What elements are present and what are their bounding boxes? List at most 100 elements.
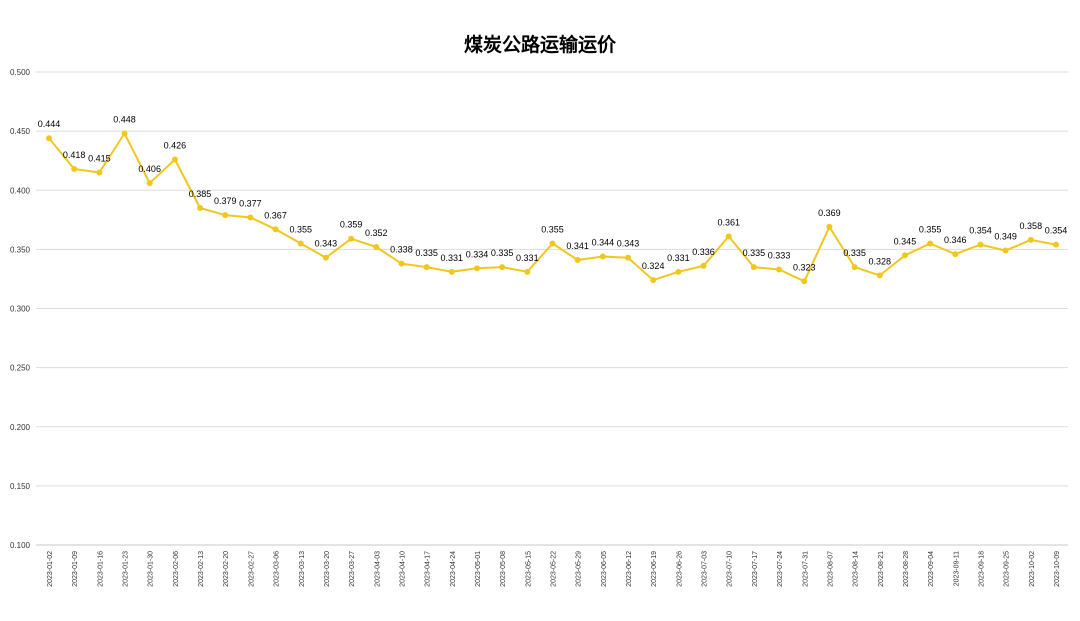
x-tick-label: 2023-08-21 xyxy=(878,551,885,587)
x-tick-label: 2023-07-31 xyxy=(802,551,809,587)
data-point xyxy=(826,223,833,230)
data-label: 0.343 xyxy=(617,239,640,249)
x-tick-label: 2023-03-27 xyxy=(349,551,356,587)
data-point xyxy=(750,264,757,271)
data-label: 0.323 xyxy=(793,262,816,272)
data-point xyxy=(927,240,934,247)
x-tick-label: 2023-04-24 xyxy=(450,551,457,587)
y-tick-label: 0.300 xyxy=(10,305,31,314)
data-label: 0.349 xyxy=(994,232,1017,242)
data-label: 0.385 xyxy=(189,189,212,199)
data-label: 0.331 xyxy=(441,253,464,263)
x-tick-label: 2023-05-15 xyxy=(525,551,532,587)
x-tick-label: 2023-08-28 xyxy=(903,551,910,587)
data-label: 0.344 xyxy=(592,237,615,247)
x-tick-label: 2023-05-22 xyxy=(551,551,558,587)
x-tick-label: 2023-08-14 xyxy=(853,551,860,587)
data-label: 0.341 xyxy=(566,241,589,251)
data-point xyxy=(71,165,78,172)
x-tick-label: 2023-01-23 xyxy=(123,551,130,587)
data-label: 0.333 xyxy=(768,250,791,260)
data-point xyxy=(851,264,858,271)
data-label: 0.335 xyxy=(491,248,514,258)
y-tick-label: 0.500 xyxy=(10,68,31,77)
x-tick-label: 2023-03-20 xyxy=(324,551,331,587)
data-label: 0.426 xyxy=(164,141,187,151)
data-point xyxy=(625,254,632,261)
x-tick-label: 2023-02-06 xyxy=(173,551,180,587)
data-label: 0.369 xyxy=(818,208,841,218)
data-point xyxy=(197,204,204,211)
data-label: 0.335 xyxy=(743,248,766,258)
data-point xyxy=(171,156,178,163)
x-tick-label: 2023-01-09 xyxy=(72,551,79,587)
x-tick-label: 2023-01-16 xyxy=(97,551,104,587)
data-point xyxy=(398,260,405,267)
x-tick-label: 2023-04-10 xyxy=(399,551,406,587)
data-label: 0.345 xyxy=(894,236,917,246)
x-tick-label: 2023-05-08 xyxy=(500,551,507,587)
x-tick-label: 2023-09-04 xyxy=(928,551,935,587)
x-tick-label: 2023-02-27 xyxy=(248,551,255,587)
data-label: 0.331 xyxy=(516,253,539,263)
x-tick-label: 2023-06-05 xyxy=(601,551,608,587)
x-tick-label: 2023-03-06 xyxy=(274,551,281,587)
data-point xyxy=(599,253,606,260)
data-label: 0.334 xyxy=(466,249,489,259)
data-point xyxy=(121,130,128,137)
data-point xyxy=(1027,236,1034,243)
data-label: 0.346 xyxy=(944,235,967,245)
x-tick-label: 2023-07-17 xyxy=(752,551,759,587)
chart-title: 煤炭公路运输运价 xyxy=(463,34,616,56)
x-tick-label: 2023-09-25 xyxy=(1004,551,1011,587)
data-label: 0.448 xyxy=(113,114,136,124)
data-point xyxy=(700,262,707,269)
x-tick-label: 2023-06-12 xyxy=(626,551,633,587)
x-tick-label: 2023-07-24 xyxy=(777,551,784,587)
data-label: 0.343 xyxy=(315,239,338,249)
x-tick-label: 2023-04-17 xyxy=(425,551,432,587)
data-point xyxy=(448,268,455,275)
x-tick-label: 2023-03-13 xyxy=(299,551,306,587)
data-label: 0.335 xyxy=(415,248,438,258)
data-point xyxy=(650,277,657,284)
data-label: 0.355 xyxy=(919,224,942,234)
y-tick-label: 0.400 xyxy=(10,186,31,195)
y-tick-label: 0.200 xyxy=(10,423,31,432)
data-point xyxy=(952,251,959,258)
data-label: 0.358 xyxy=(1020,221,1043,231)
y-tick-label: 0.250 xyxy=(10,364,31,373)
data-point xyxy=(272,226,279,233)
x-tick-label: 2023-10-09 xyxy=(1054,551,1061,587)
x-tick-label: 2023-09-18 xyxy=(978,551,985,587)
data-label: 0.418 xyxy=(63,150,86,160)
data-point xyxy=(46,135,52,142)
data-point xyxy=(977,241,984,248)
data-point xyxy=(373,244,380,251)
data-point xyxy=(146,180,153,187)
data-point xyxy=(801,278,808,285)
data-point xyxy=(247,214,254,221)
data-label: 0.352 xyxy=(365,228,388,238)
data-point xyxy=(423,264,430,271)
data-label: 0.355 xyxy=(541,224,564,234)
data-label: 0.331 xyxy=(667,253,690,263)
x-tick-label: 2023-10-02 xyxy=(1029,551,1036,587)
x-tick-label: 2023-01-30 xyxy=(148,551,155,587)
data-point xyxy=(725,233,732,240)
data-point xyxy=(348,235,355,242)
y-tick-label: 0.100 xyxy=(10,541,31,550)
data-point xyxy=(524,268,531,275)
y-tick-label: 0.150 xyxy=(10,482,31,491)
data-label: 0.367 xyxy=(264,210,287,220)
data-point xyxy=(549,240,556,247)
data-label: 0.355 xyxy=(289,224,312,234)
data-point xyxy=(322,254,329,261)
data-label: 0.336 xyxy=(692,247,715,257)
x-tick-label: 2023-02-13 xyxy=(198,551,205,587)
data-label: 0.338 xyxy=(390,245,413,255)
x-tick-label: 2023-07-10 xyxy=(727,551,734,587)
x-tick-label: 2023-06-19 xyxy=(651,551,658,587)
data-point xyxy=(297,240,304,247)
